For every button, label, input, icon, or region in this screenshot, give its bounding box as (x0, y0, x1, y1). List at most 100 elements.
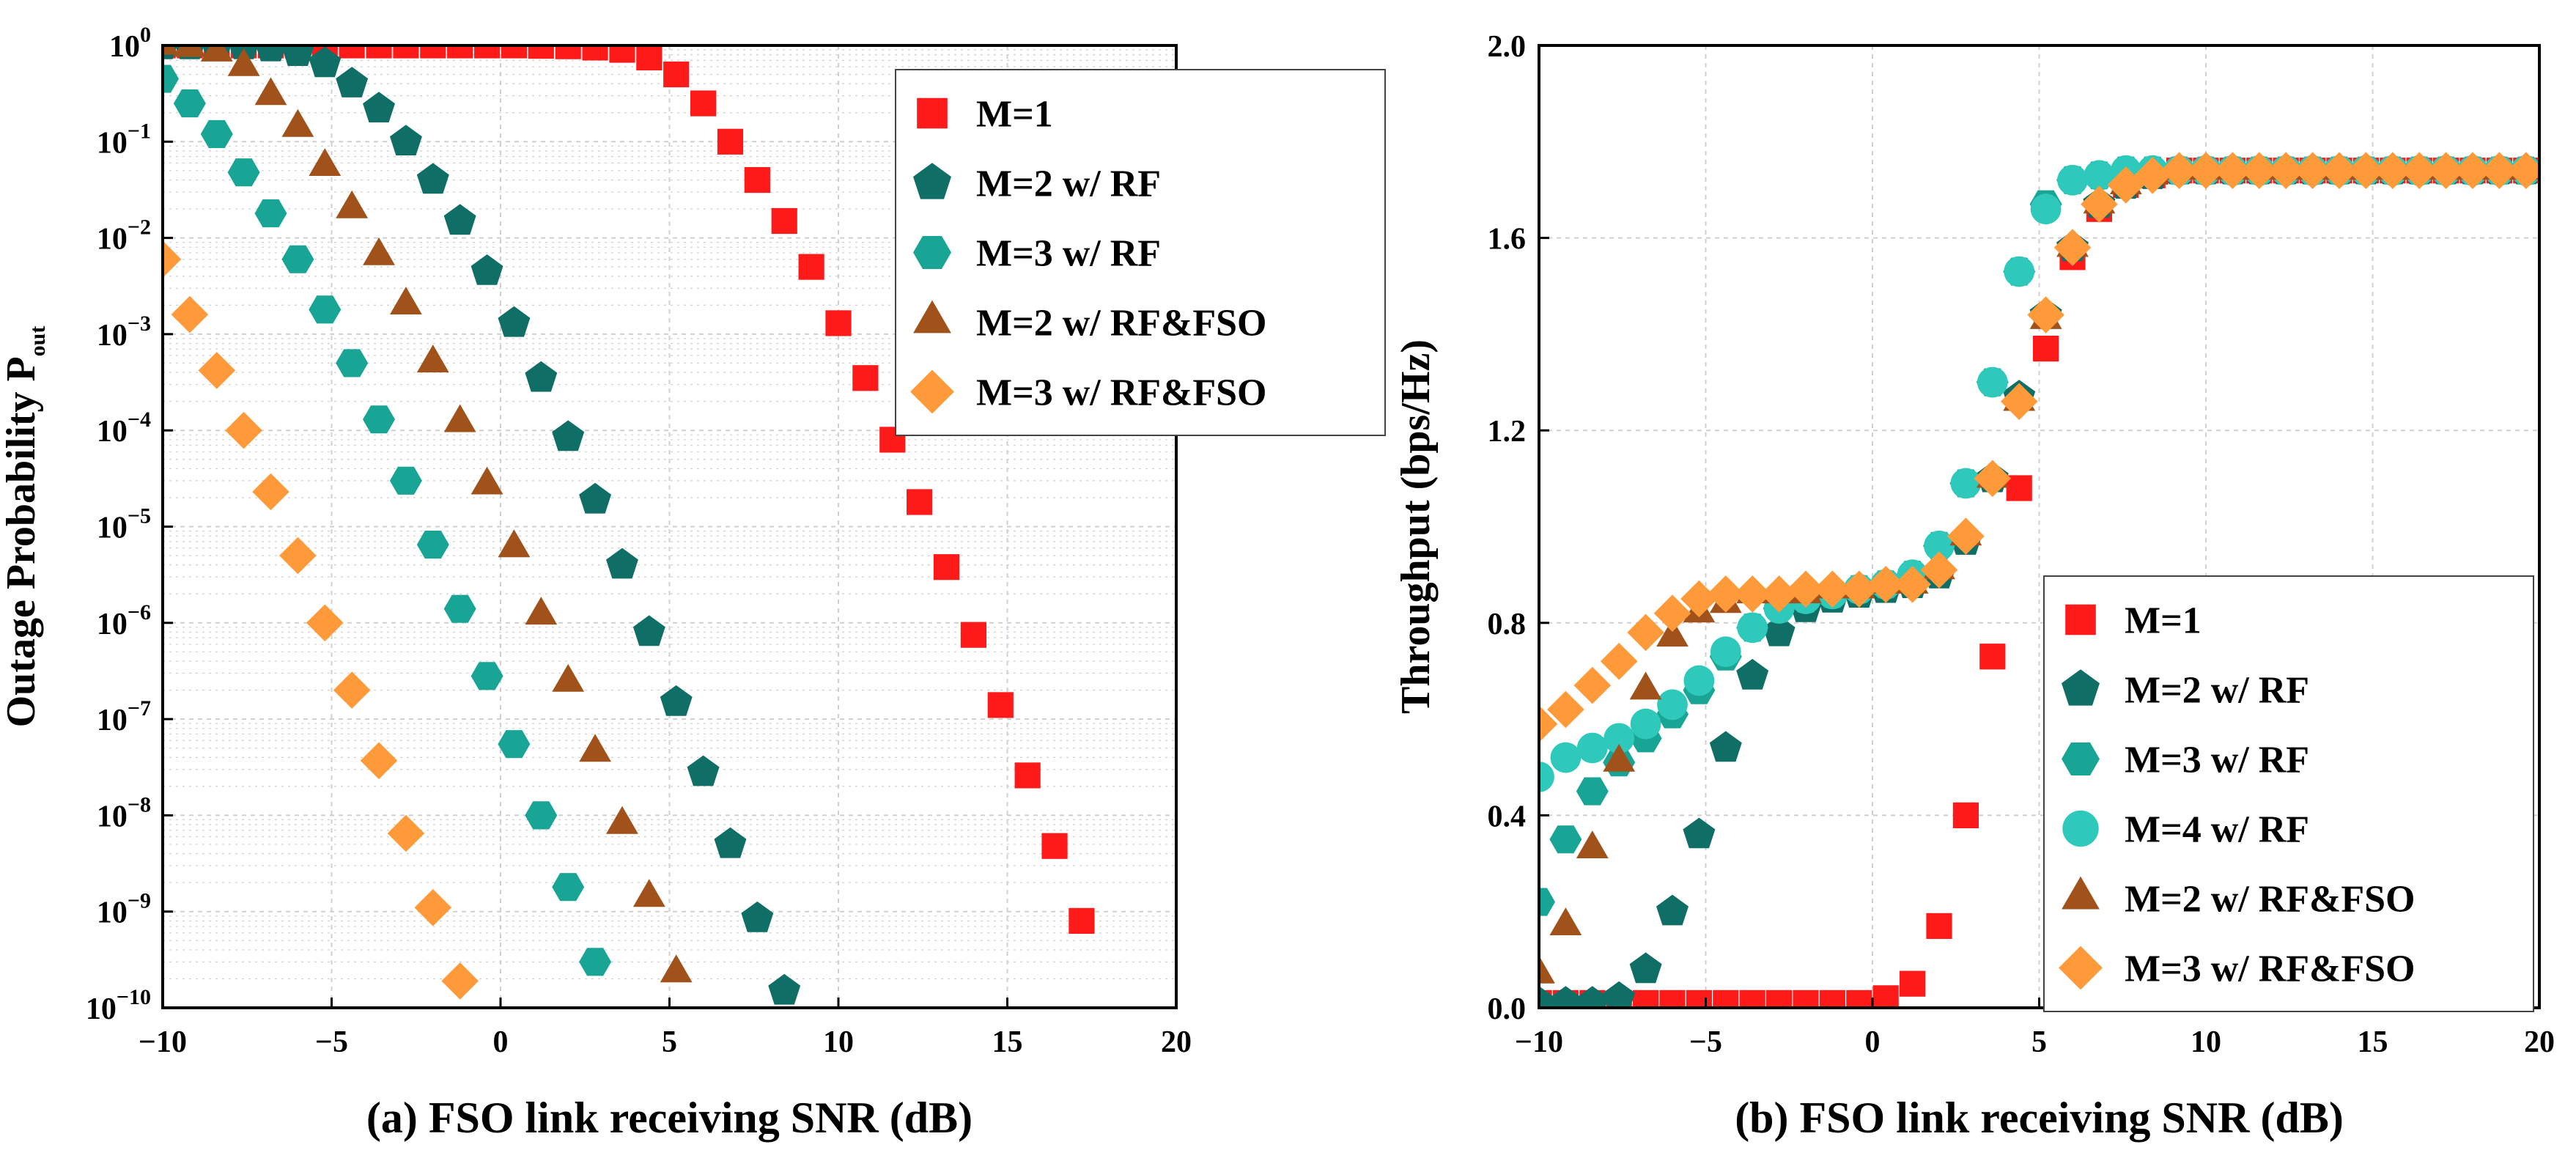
data-point (525, 361, 558, 392)
data-point (254, 199, 287, 228)
data-point (2427, 152, 2465, 189)
data-point (632, 615, 665, 646)
data-point (1867, 566, 1905, 603)
data-point (1924, 530, 1955, 561)
y-tick-label: 100 (109, 23, 151, 64)
x-tick-label: −5 (1689, 1025, 1722, 1059)
data-point (606, 806, 638, 834)
data-point (1979, 644, 2006, 670)
data-point (555, 45, 581, 59)
data-point (1947, 517, 1985, 555)
legend-item-m-4-w-rf: M=4 w/ RF (2062, 809, 2309, 851)
data-point (470, 466, 503, 495)
data-point (606, 1023, 638, 1051)
data-point (252, 473, 289, 511)
data-point (579, 734, 611, 762)
data-point (1549, 986, 1582, 1008)
data-point (1014, 762, 1041, 789)
x-tick-label: 10 (823, 1025, 854, 1059)
legend-marker (913, 163, 951, 199)
data-point (416, 531, 449, 559)
legend-marker (913, 236, 951, 269)
data-point (309, 295, 342, 324)
plot-area (1539, 152, 2539, 1008)
legend-label: M=1 (2125, 600, 2202, 642)
data-point (198, 352, 236, 389)
legend-item-m-3-w-rf: M=3 w/ RF (913, 233, 1161, 275)
y-axis-title: Outage Probability Pout (0, 326, 50, 728)
data-point (1974, 460, 2012, 498)
legend-item-m-2-w-rf: M=2 w/ RF (2062, 669, 2309, 712)
legend-item-m-1: M=1 (2065, 600, 2202, 642)
data-point (2214, 152, 2251, 189)
data-point (387, 814, 425, 852)
data-point (1977, 366, 2008, 398)
data-point (525, 597, 558, 625)
series-m-3-w-rfandfso (1539, 152, 2539, 742)
legend-item-m-2-w-rfandfso: M=2 w/ RF&FSO (2062, 876, 2415, 921)
legend-label: M=2 w/ RF&FSO (976, 303, 1266, 344)
data-point (336, 67, 369, 97)
data-point (1793, 989, 1819, 1008)
legend-marker (2065, 604, 2096, 635)
data-point (1549, 907, 1582, 935)
data-point (1549, 825, 1582, 854)
legend-label: M=2 w/ RF (2125, 670, 2309, 712)
x-tick-label: 0 (493, 1025, 509, 1059)
data-point (1576, 777, 1609, 806)
data-point (582, 45, 608, 61)
data-point (1766, 989, 1793, 1008)
data-point (1547, 690, 1584, 729)
data-point (907, 489, 933, 515)
x-tick-label: 15 (992, 1025, 1023, 1059)
x-tick-label: −10 (1515, 1025, 1563, 1059)
data-point (2000, 383, 2038, 421)
data-point (1539, 955, 1555, 984)
y-axis-title: Throughput (bps/Hz) (1393, 339, 1439, 714)
data-point (2057, 164, 2088, 196)
data-point (498, 529, 531, 558)
data-point (1600, 643, 1638, 680)
data-point (632, 879, 665, 907)
data-point (768, 973, 801, 1005)
x-tick-label: 10 (2191, 1025, 2221, 1059)
x-tick-label: 5 (662, 1025, 677, 1059)
data-point (2267, 152, 2305, 189)
data-point (1894, 566, 1931, 603)
data-point (363, 92, 395, 122)
legend-label: M=2 w/ RF&FSO (2125, 879, 2415, 921)
data-point (2081, 185, 2118, 223)
data-point (741, 901, 774, 932)
data-point (441, 962, 479, 1000)
data-point (443, 404, 476, 432)
data-point (416, 163, 449, 194)
data-point (2240, 152, 2278, 189)
data-point (1763, 615, 1796, 646)
data-point (363, 405, 395, 434)
data-point (443, 204, 476, 235)
y-tick-label: 10−4 (97, 408, 151, 449)
data-point (2400, 152, 2438, 189)
data-point (363, 237, 395, 265)
legend-marker (2062, 669, 2100, 706)
data-point (306, 604, 344, 642)
ticks: −10 −5 0 5 10 15 20 100 10−1 10−2 10−3 10−4 10−5 10−6… (86, 23, 1192, 1059)
data-point (2187, 152, 2225, 189)
y-tick-label: 10−5 (97, 504, 151, 545)
x-tick-label: 15 (2358, 1025, 2388, 1059)
data-point (1733, 575, 1771, 613)
data-point (309, 148, 342, 176)
series-m-3-w-rf (163, 64, 638, 1051)
data-point (525, 801, 558, 830)
data-point (1576, 732, 1608, 764)
y-tick-label: 10−3 (97, 312, 151, 353)
data-point (255, 45, 287, 62)
data-point (2027, 296, 2064, 333)
legend-marker (2062, 810, 2099, 847)
data-point (227, 48, 260, 76)
x-tick-label: −5 (315, 1025, 348, 1059)
panel-b-throughput-chart: −10 −5 0 5 10 15 20 0.0 0.4 0.8 1.2 1.6 2.0 Throughpu… (1393, 30, 2555, 1142)
data-point (173, 89, 206, 118)
data-point (2347, 152, 2385, 189)
data-point (2033, 335, 2059, 362)
